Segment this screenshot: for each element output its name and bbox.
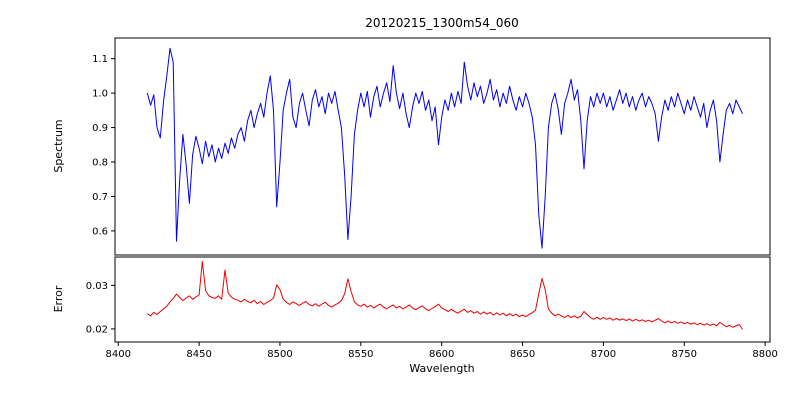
plot-content: 0.6 0.7 0.8 0.9 1.0 1.1 0.02 0.03 8400 8450 8500 85…: [86, 47, 778, 360]
x-tick-label: 8400: [106, 349, 131, 360]
chart-title: 20120215_1300m54_060: [365, 16, 518, 30]
spectrum-y-tick-label: 0.8: [92, 158, 108, 169]
spectrum-y-tick-label: 1.1: [92, 54, 108, 65]
spectrum-line: [146, 47, 743, 249]
x-tick-label: 8550: [348, 349, 373, 360]
error-plot-frame: [114, 256, 771, 343]
spectrum-y-tick-label: 0.6: [92, 226, 108, 237]
error-y-axis-label: Error: [52, 285, 65, 312]
x-tick-label: 8750: [672, 349, 697, 360]
x-tick-label: 8800: [752, 349, 777, 360]
error-y-tick-label: 0.03: [86, 281, 108, 292]
x-tick-label: 8650: [510, 349, 535, 360]
x-tick-label: 8600: [429, 349, 454, 360]
x-tick-label: 8700: [591, 349, 616, 360]
spectrum-y-tick-label: 0.7: [92, 192, 108, 203]
spectrum-plot-frame: [114, 37, 771, 256]
x-tick-label: 8450: [186, 349, 211, 360]
spectrum-y-axis-label: Spectrum: [52, 119, 65, 172]
error-y-tick-label: 0.02: [86, 324, 108, 335]
x-axis-label: Wavelength: [409, 362, 474, 375]
error-line: [147, 260, 743, 330]
spectrum-y-tick-label: 1.0: [92, 89, 108, 100]
x-tick-label: 8500: [267, 349, 292, 360]
spectrum-y-tick-label: 0.9: [92, 123, 108, 134]
